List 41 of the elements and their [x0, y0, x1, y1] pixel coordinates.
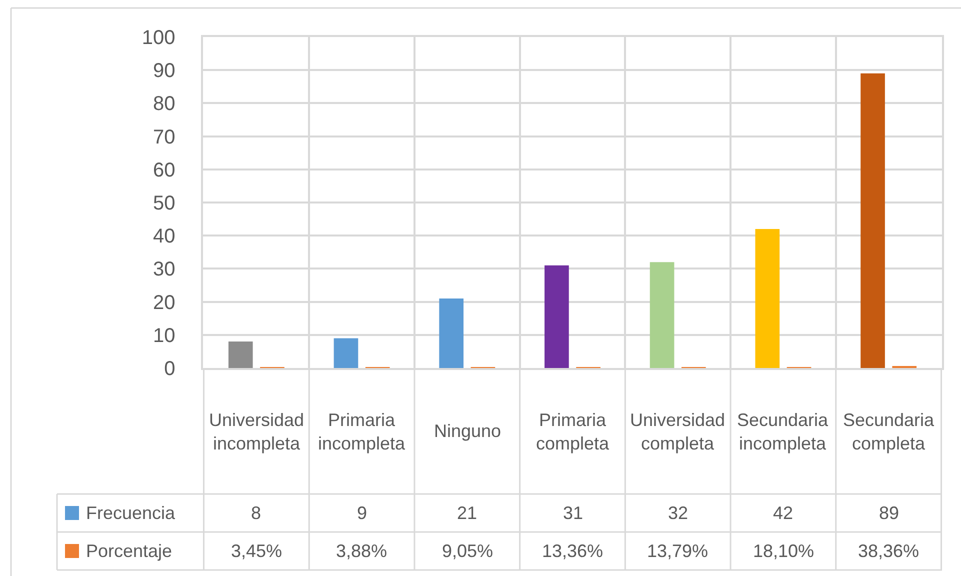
- data-label: 9,05%: [442, 541, 494, 561]
- data-label: 31: [563, 503, 584, 523]
- data-label: 21: [457, 503, 478, 523]
- data-label: 8: [251, 503, 262, 523]
- y-tick-label: 80: [153, 93, 176, 116]
- y-tick-label: 90: [153, 60, 176, 82]
- data-label: 89: [879, 503, 900, 523]
- x-tick-label: Secundaria completa: [843, 410, 936, 454]
- legend-label: Frecuencia: [86, 503, 176, 523]
- x-tick-label: Universidad completa: [630, 410, 726, 454]
- bar: [544, 265, 569, 368]
- data-label: 13,79%: [647, 541, 708, 561]
- y-tick-label: 10: [153, 324, 176, 347]
- x-tick-label: Primaria completa: [536, 410, 610, 454]
- y-tick-label: 30: [153, 258, 176, 281]
- y-tick-label: 50: [153, 192, 176, 214]
- data-label: 18,10%: [753, 541, 814, 561]
- y-tick-label: 100: [142, 27, 176, 49]
- data-label: 3,88%: [336, 541, 388, 561]
- legend-label: Porcentaje: [86, 541, 172, 561]
- x-tick-label: Ninguno: [434, 421, 502, 441]
- y-tick-label: 40: [153, 226, 176, 248]
- bar: [860, 73, 885, 368]
- data-label: 9: [357, 503, 368, 523]
- bar: [228, 342, 253, 368]
- y-tick-label: 60: [153, 159, 176, 182]
- y-tick-label: 70: [153, 126, 176, 148]
- bar: [334, 338, 358, 368]
- data-label: 38,36%: [858, 541, 920, 561]
- data-label: 13,36%: [542, 541, 604, 561]
- x-tick-label: Universidad incompleta: [209, 410, 304, 454]
- x-tick-label: Primaria incompleta: [318, 410, 406, 454]
- y-tick-label: 20: [153, 292, 176, 314]
- bar: [650, 262, 674, 368]
- bar: [755, 228, 780, 368]
- data-label: 42: [773, 503, 794, 523]
- x-tick-label: Secundaria incompleta: [737, 410, 830, 454]
- data-label: 3,45%: [231, 541, 282, 561]
- bar: [439, 298, 464, 368]
- y-tick-label: 0: [164, 358, 176, 380]
- data-label: 32: [668, 503, 688, 523]
